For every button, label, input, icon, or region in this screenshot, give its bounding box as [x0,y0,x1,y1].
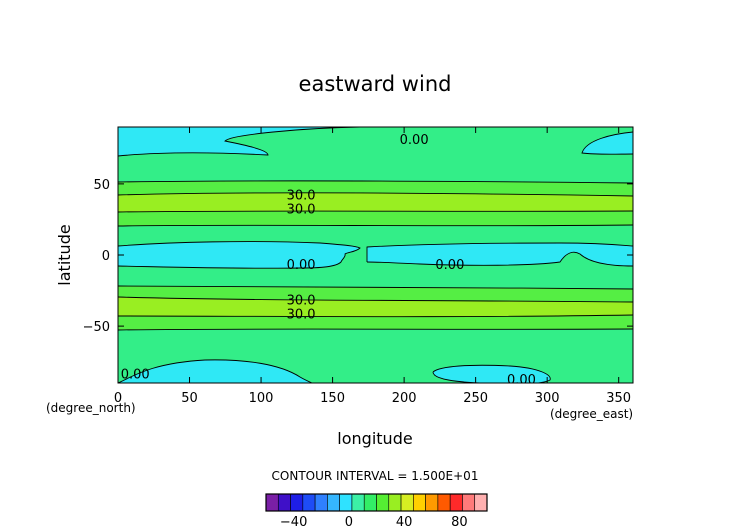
band-south-30-45 [118,297,633,317]
chart-title: eastward wind [299,72,452,96]
x-tick-label: 350 [606,391,631,406]
contour-line [432,364,551,383]
contour-line [581,131,633,155]
contour-line [118,241,361,269]
contour-label: 0.00 [400,133,429,148]
colorbar-swatch [388,493,402,512]
colorbar-swatch [327,493,340,512]
contour-line [366,251,633,267]
colorbar-tick-label: −40 [280,515,307,530]
contour-label: 0.00 [121,367,150,382]
contour-line [118,224,633,227]
neg-region-equator-west [118,241,360,269]
colorbar-swatch [277,493,291,512]
contour-label: 30.0 [287,308,316,323]
colorbar-swatch [290,493,304,512]
y-axis: −50 0 50 [83,178,633,335]
x-tick-label: 250 [463,391,488,406]
contour-line [118,296,633,303]
colorbar-swatch [363,493,377,512]
y-axis-title: latitude [55,224,74,285]
contour-line [118,180,633,184]
neg-region-south-left [118,359,312,383]
colorbar-swatch [376,493,390,512]
x-tick-label: 200 [392,391,417,406]
y-tick-label: 50 [93,178,110,193]
colorbar-tick-label: 80 [451,515,468,530]
colorbar-tick-label: 40 [396,515,413,530]
neg-region-north-left [118,127,360,156]
neg-region-south-right [433,365,551,383]
colorbar-swatch [437,493,451,512]
contour-line [118,127,361,157]
colorbar-swatch [339,493,353,512]
contour-line [118,210,633,213]
contour-line [118,192,633,197]
contour-label: 0.00 [507,373,536,388]
contour-line [118,328,633,331]
contour-line [118,285,633,290]
colorbar-swatch [400,493,414,512]
contour-line [366,242,633,262]
contour-line [118,359,313,383]
colorbar-swatch [449,493,463,512]
contour-label: 30.0 [287,202,316,217]
colorbar [265,493,488,512]
contour-interval-text: CONTOUR INTERVAL = 1.500E+01 [272,469,479,483]
colorbar-ticks: −40 0 40 80 [280,515,468,530]
contour-label: 30.0 [287,294,316,309]
neg-region-north-right [582,132,633,155]
colorbar-swatch [413,493,426,512]
x-tick-label: 100 [249,391,274,406]
colorbar-swatch [425,493,439,512]
x-axis-title: longitude [337,429,412,448]
x-tick-label: 0 [114,391,122,406]
colorbar-frame [265,493,488,512]
colorbar-swatch [462,493,476,512]
x-tick-label: 50 [181,391,198,406]
x-tick-label: 300 [535,391,560,406]
x-unit-label: (degree_east) [550,407,633,421]
band-north-30-45 [118,192,633,212]
colorbar-swatch [265,493,279,512]
colorbar-swatch [351,493,365,512]
y-tick-label: 0 [102,249,110,264]
contour-label: 0.00 [435,258,464,273]
x-axis: 0 50 100 150 200 250 300 350 [114,127,631,406]
neg-region-equator-east [367,243,633,266]
colorbar-swatch [314,493,328,512]
y-tick-label: −50 [83,320,110,335]
contour-label: 0.00 [287,258,316,273]
x-tick-label: 150 [320,391,345,406]
colorbar-swatch [474,493,488,512]
colorbar-tick-label: 0 [345,515,353,530]
y-unit-label: (degree_north) [46,401,136,415]
contour-label: 30.0 [287,188,316,203]
colorbar-swatch [302,493,316,512]
contour-line [118,314,633,318]
